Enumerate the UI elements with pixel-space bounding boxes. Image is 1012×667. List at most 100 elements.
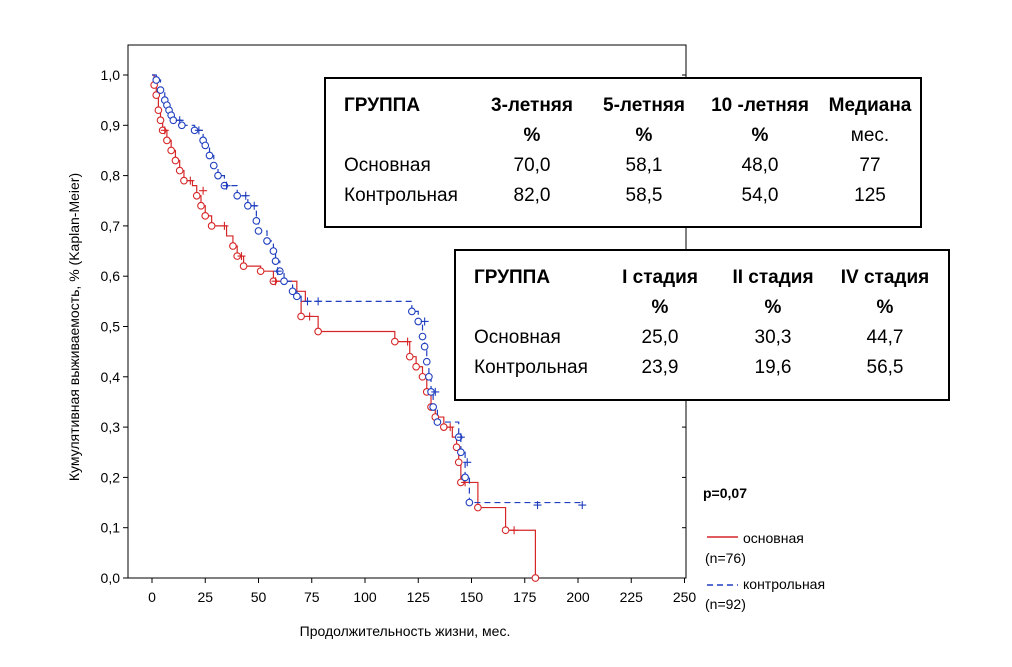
event-marker — [433, 418, 442, 426]
table-header-row: ГРУППА 3-летняя 5-летняя 10 -летняя Меди… — [344, 91, 920, 121]
y-tick-label: 0,9 — [101, 117, 121, 133]
censored-marker — [446, 423, 455, 432]
censored-marker — [222, 181, 231, 190]
event-marker — [418, 372, 427, 381]
event-marker — [207, 222, 216, 230]
cell-value: 25,0 — [641, 327, 679, 348]
unit-stage-2: % — [764, 297, 782, 318]
y-tick-label: 0,3 — [101, 419, 121, 435]
y-tick-label: 0,2 — [101, 469, 121, 485]
y-tick-label: 0,6 — [101, 268, 121, 284]
legend-count-main: (n=76) — [705, 550, 746, 566]
row-group: Контрольная — [474, 357, 588, 378]
header-3year: 3-летняя — [491, 95, 573, 116]
event-marker — [180, 176, 188, 185]
table-row: Основная 25,0 30,3 44,7 — [474, 323, 940, 353]
censored-marker — [160, 126, 169, 135]
y-tick-label: 0,4 — [101, 369, 121, 385]
censored-marker — [403, 337, 412, 346]
table-unit-row: % % % — [474, 293, 940, 323]
event-marker — [454, 458, 463, 467]
cell-value: 48,0 — [741, 155, 779, 176]
unit-10year: % — [751, 125, 769, 146]
event-marker — [297, 312, 305, 321]
censored-marker — [314, 297, 323, 306]
event-marker — [169, 116, 178, 125]
event-marker — [465, 498, 474, 507]
legend-count-control: (n=92) — [705, 596, 746, 612]
event-marker — [229, 242, 237, 250]
event-marker — [412, 362, 420, 371]
event-marker — [292, 292, 301, 301]
censored-marker — [250, 201, 259, 210]
event-marker — [405, 352, 414, 361]
event-marker — [474, 503, 482, 512]
y-tick-label: 0,1 — [101, 520, 121, 536]
censored-marker — [271, 277, 280, 286]
header-10year: 10 -летняя — [711, 95, 809, 116]
event-marker — [288, 287, 297, 296]
event-marker — [197, 201, 205, 210]
event-marker — [167, 146, 176, 155]
cell-value: 58,5 — [625, 185, 663, 206]
event-marker — [152, 76, 161, 84]
event-marker — [214, 171, 222, 180]
censored-marker — [303, 297, 312, 306]
censored-marker — [578, 501, 587, 510]
x-tick-label: 0 — [148, 589, 156, 605]
unit-3year: % — [523, 125, 541, 146]
x-tick-label: 200 — [566, 589, 590, 605]
censored-marker — [431, 387, 440, 396]
header-stage-2: II стадия — [732, 267, 814, 288]
legend-label-main: основная — [743, 530, 804, 546]
event-marker — [420, 342, 429, 351]
row-group: Контрольная — [344, 185, 458, 206]
event-marker — [452, 443, 461, 452]
survival-rates-grid: ГРУППА 3-летняя 5-летняя 10 -летняя Меди… — [344, 91, 920, 211]
legend-label-control: контрольная — [743, 576, 825, 592]
series-layer — [150, 74, 587, 582]
censored-marker — [220, 221, 229, 230]
event-marker — [233, 191, 242, 200]
event-marker — [390, 337, 399, 346]
header-median: Медиана — [828, 95, 912, 116]
x-tick-label: 225 — [620, 589, 644, 605]
x-tick-label: 125 — [407, 589, 431, 605]
header-group: ГРУППА — [474, 267, 551, 288]
y-tick-label: 0,5 — [101, 319, 121, 335]
event-marker — [254, 227, 263, 235]
survival-rates-table: ГРУППА 3-летняя 5-летняя 10 -летняя Меди… — [324, 77, 922, 228]
cell-value: 125 — [854, 185, 886, 206]
unit-stage-1: % — [651, 297, 669, 318]
event-marker — [192, 191, 201, 200]
table-row: Основная 70,0 58,1 48,0 77 — [344, 151, 920, 181]
cell-value: 70,0 — [513, 155, 551, 176]
stage-survival-table: ГРУППА I стадия II стадия IV стадия % % … — [454, 249, 950, 401]
x-tick-label: 250 — [673, 589, 697, 605]
event-marker — [457, 448, 465, 457]
x-tick-label: 100 — [353, 589, 377, 605]
stage-survival-grid: ГРУППА I стадия II стадия IV стадия % % … — [474, 263, 940, 383]
event-marker — [263, 237, 271, 245]
event-marker — [205, 151, 214, 160]
header-group: ГРУППА — [344, 95, 421, 116]
event-marker — [531, 574, 540, 582]
censored-marker — [199, 186, 208, 195]
cell-value: 19,6 — [754, 357, 792, 378]
event-marker — [501, 526, 510, 535]
event-marker — [175, 166, 184, 175]
cell-value: 44,7 — [866, 327, 904, 348]
x-tick-label: 25 — [197, 589, 213, 605]
censored-marker — [241, 191, 250, 200]
unit-stage-4: % — [876, 297, 894, 318]
header-stage-1: I стадия — [622, 267, 698, 288]
event-marker — [244, 201, 252, 210]
header-stage-4: IV стадия — [840, 267, 930, 288]
event-marker — [422, 357, 431, 366]
event-marker — [209, 161, 218, 170]
event-marker — [461, 473, 469, 482]
cell-value: 30,3 — [754, 327, 792, 348]
y-axis-label: Кумулятивная выживаемость, % (Kaplan-Mei… — [66, 173, 82, 481]
censored-marker — [456, 433, 465, 442]
unit-group — [474, 293, 604, 323]
